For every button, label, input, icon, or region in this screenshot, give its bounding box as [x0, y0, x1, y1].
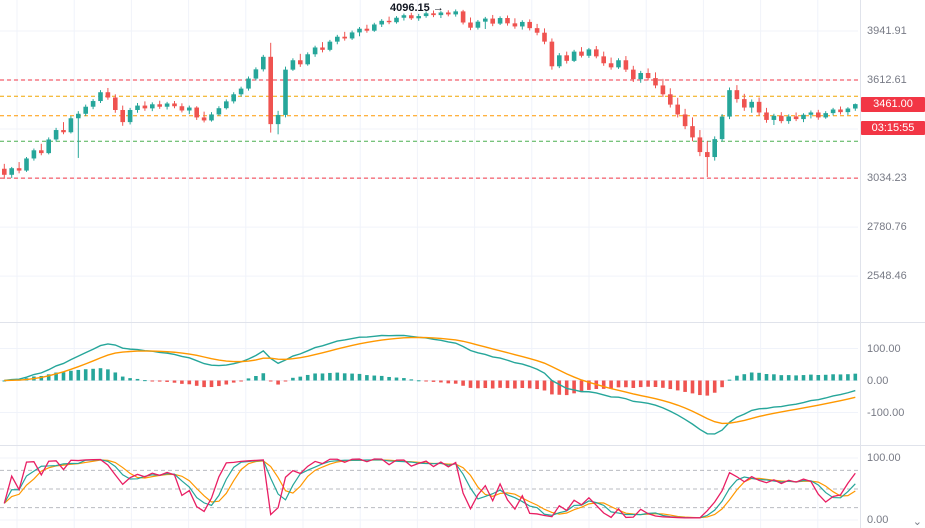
macd-axis-tick: 100.00	[867, 342, 901, 355]
price-axis-tick: 2548.46	[867, 270, 907, 283]
price-axis[interactable]: 3941.91 3612.61 3034.23 2780.76 2548.46 100.0…	[860, 0, 925, 528]
price-axis-tick: 3612.61	[867, 74, 907, 87]
countdown-badge: 03:15:55	[861, 121, 925, 135]
last-price-badge: 3461.00	[861, 97, 925, 112]
grid-lines	[0, 0, 858, 528]
macd-lines	[4, 334, 856, 435]
stochastic-lines	[3, 458, 856, 519]
price-axis-tick: 3034.23	[867, 172, 907, 185]
stoch-reference-lines	[0, 469, 858, 509]
candles-series	[2, 9, 858, 179]
chevron-down-icon[interactable]: ⌄	[912, 516, 922, 528]
price-axis-tick: 3941.91	[867, 25, 907, 37]
stoch-axis-tick: 0.00	[867, 514, 889, 526]
price-axis-tick: 2780.76	[867, 221, 907, 234]
panel-separators	[0, 322, 925, 446]
macd-axis-tick: -100.00	[867, 406, 905, 419]
stoch-axis-tick: 100.00	[867, 452, 901, 464]
peak-price-annotation: 4096.15 →	[390, 2, 444, 14]
macd-histogram	[2, 368, 858, 396]
macd-axis-tick: 0.00	[867, 374, 889, 387]
